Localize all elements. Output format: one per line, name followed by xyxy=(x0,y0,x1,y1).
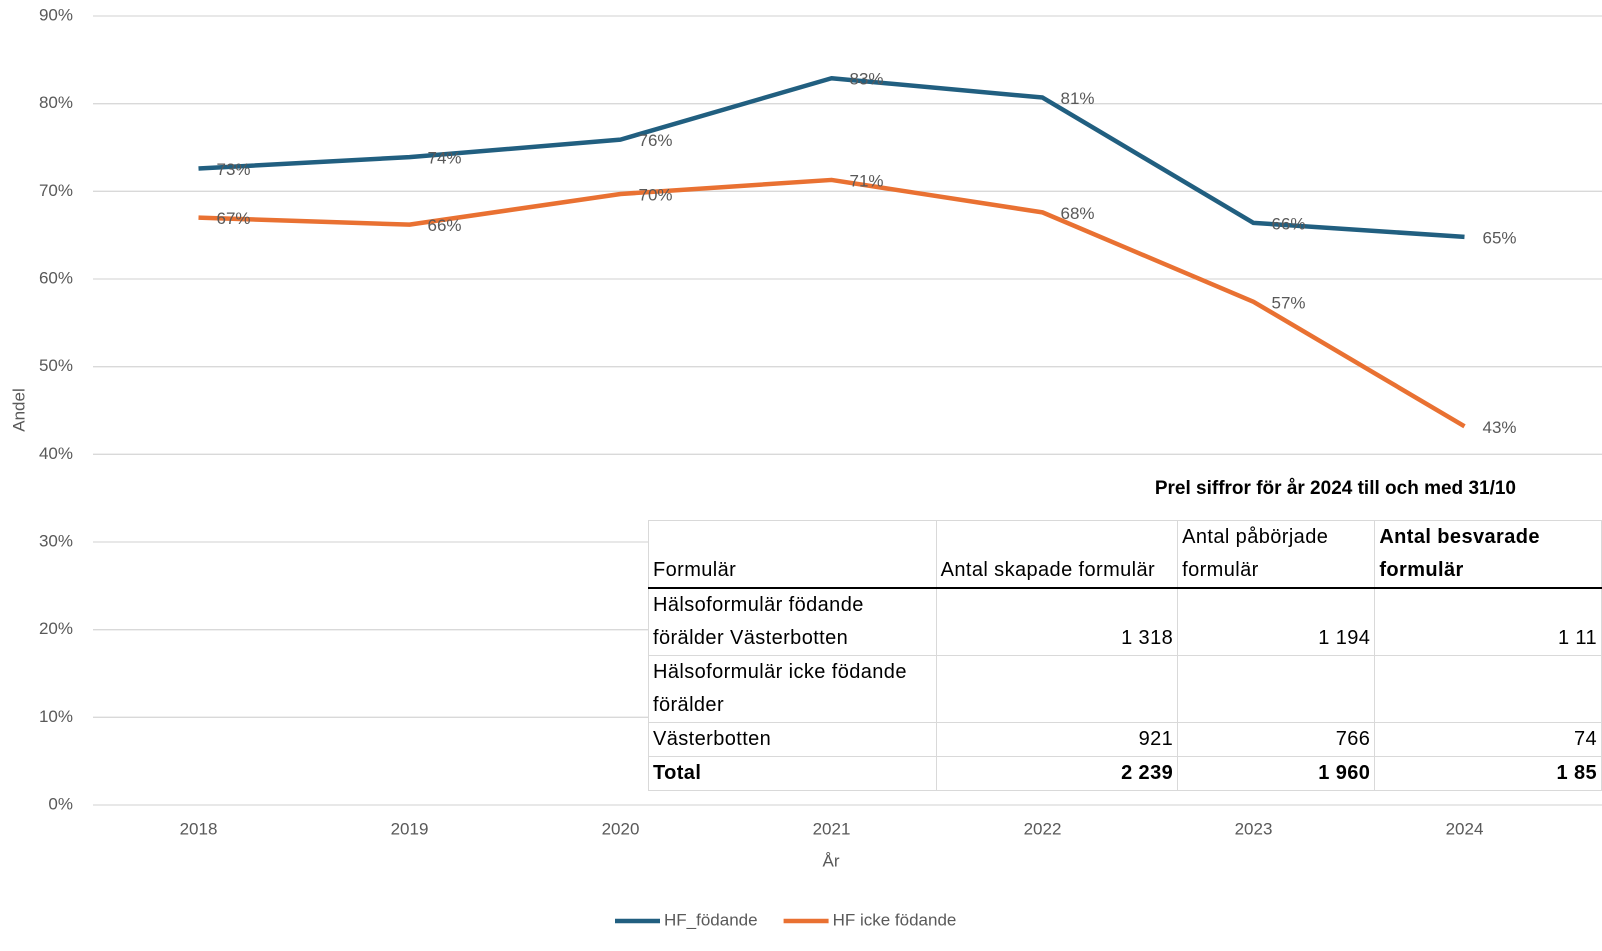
data-label: 76% xyxy=(639,131,673,150)
table-cell: Hälsoformulär icke födande förälder xyxy=(648,655,937,723)
x-tick-label: 2018 xyxy=(180,819,218,838)
table-cell: 766 xyxy=(1177,722,1376,757)
y-tick-label: 40% xyxy=(39,444,73,463)
y-axis-title: Andel xyxy=(9,388,28,431)
table-cell: Västerbotten xyxy=(648,722,937,757)
legend-label: HF icke födande xyxy=(833,910,957,929)
table-cell: 1 194 xyxy=(1177,587,1376,656)
series-line xyxy=(198,75,1465,240)
x-tick-label: 2021 xyxy=(813,819,851,838)
table-row: Hälsoformulär födande förälder Västerbot… xyxy=(648,587,1602,656)
y-tick-label: 0% xyxy=(48,794,73,813)
y-tick-label: 30% xyxy=(39,531,73,550)
y-tick-label: 70% xyxy=(39,181,73,200)
x-axis-title: År xyxy=(823,851,840,870)
table-cell: 1 318 xyxy=(935,587,1179,656)
x-tick-label: 2020 xyxy=(602,819,640,838)
table-title: Prel siffror för år 2024 till och med 31… xyxy=(1154,478,1516,499)
legend-label: HF_födande xyxy=(664,910,758,929)
data-label: 73% xyxy=(217,160,251,179)
table-cell: Total xyxy=(648,756,937,791)
data-label: 71% xyxy=(850,171,884,190)
x-tick-label: 2019 xyxy=(391,819,429,838)
data-label: 68% xyxy=(1061,204,1095,223)
y-tick-label: 60% xyxy=(39,268,73,287)
table-cell xyxy=(1374,655,1602,723)
data-label: 70% xyxy=(639,185,673,204)
data-label: 74% xyxy=(428,149,462,168)
y-tick-label: 50% xyxy=(39,356,73,375)
table-row: Västerbotten 921 766 74 xyxy=(648,722,1602,757)
table-cell: 1 960 xyxy=(1177,756,1376,791)
table-cell: 2 239 xyxy=(935,756,1179,791)
table-cell: 1 85 xyxy=(1374,756,1602,791)
x-tick-label: 2023 xyxy=(1235,819,1273,838)
header-cell: Antal skapade formulär xyxy=(935,520,1179,589)
table-header-row: Formulär Antal skapade formulär Antal påbö… xyxy=(648,520,1602,589)
data-label: 43% xyxy=(1483,418,1517,437)
table-cell: 1 11 xyxy=(1374,587,1602,656)
table-cell: 74 xyxy=(1374,722,1602,757)
x-tick-label: 2024 xyxy=(1446,819,1484,838)
x-tick-label: 2022 xyxy=(1024,819,1062,838)
y-tick-label: 80% xyxy=(39,93,73,112)
header-cell: Antal besvarade formulär xyxy=(1374,520,1602,589)
table: Formulär Antal skapade formulär Antal påbö… xyxy=(648,520,1602,791)
data-label: 66% xyxy=(1272,214,1306,233)
series-line xyxy=(198,177,1466,429)
data-label: 65% xyxy=(1483,228,1517,247)
table-cell: 921 xyxy=(935,722,1179,757)
data-label: 66% xyxy=(428,216,462,235)
header-cell: Antal påbörjade formulär xyxy=(1177,520,1376,589)
table-row: Hälsoformulär icke födande förälder xyxy=(648,655,1602,723)
table-row: Total 2 239 1 960 1 85 xyxy=(648,756,1602,791)
y-tick-label: 20% xyxy=(39,619,73,638)
header-cell: Formulär xyxy=(648,520,937,589)
data-label: 57% xyxy=(1272,293,1306,312)
data-label: 81% xyxy=(1061,89,1095,108)
data-label: 83% xyxy=(850,70,884,89)
y-tick-label: 90% xyxy=(39,5,73,24)
y-tick-label: 10% xyxy=(39,707,73,726)
data-label: 67% xyxy=(217,209,251,228)
table-cell xyxy=(1177,655,1376,723)
table-cell xyxy=(935,655,1179,723)
table-cell: Hälsoformulär födande förälder Västerbot… xyxy=(648,587,937,656)
